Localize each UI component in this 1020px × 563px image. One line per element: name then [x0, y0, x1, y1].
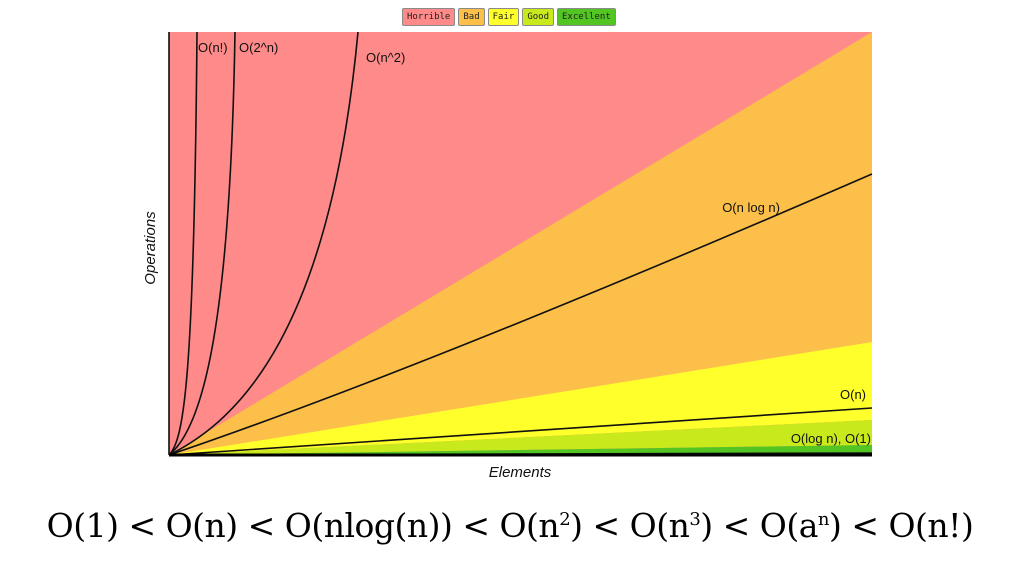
ordering-text-4: ) < O(n!): [829, 506, 974, 545]
curve-label-nlogn: O(n log n): [722, 200, 780, 215]
curve-linear: [168, 407, 873, 456]
chart-legend: Horrible Bad Fair Good Excellent: [402, 8, 616, 26]
legend-item-excellent: Excellent: [557, 8, 616, 26]
curve-quadratic: [168, 31, 359, 456]
legend-item-fair: Fair: [487, 8, 520, 26]
curve-label-flat: O(log n), O(1): [791, 431, 871, 446]
curve-exponential: [168, 31, 236, 456]
curve-label-factorial: O(n!): [198, 40, 228, 55]
x-axis-label: Elements: [489, 464, 552, 481]
legend-item-good: Good: [522, 8, 554, 26]
curve-factorial: [168, 31, 198, 456]
region-bad: [169, 32, 872, 455]
ordering-text-1: O(1) < O(n) < O(nlog(n)) < O(n: [46, 506, 560, 545]
region-good: [169, 420, 872, 455]
legend-item-bad: Bad: [458, 8, 485, 26]
region-excellent: [169, 445, 872, 455]
curve-label-linear: O(n): [840, 387, 866, 402]
ordering-sup-1: 2: [559, 509, 571, 530]
ordering-sup-2: 3: [689, 509, 701, 530]
legend-item-horrible: Horrible: [402, 8, 456, 26]
region-fair: [169, 342, 872, 455]
ordering-text-2: ) < O(n: [570, 506, 690, 545]
curve-label-quadratic: O(n^2): [366, 50, 405, 65]
curve-labels: O(n!) O(2^n) O(n^2) O(n log n) O(n) O(log n),…: [198, 40, 871, 446]
y-axis-label: Operations: [142, 211, 159, 285]
ordering-text-3: ) < O(a: [700, 506, 818, 545]
big-o-complexity-chart: O(n!) O(2^n) O(n^2) O(n log n) O(n) O(log n),…: [142, 31, 873, 481]
curve-label-exponential: O(2^n): [239, 40, 278, 55]
complexity-ordering: O(1) < O(n) < O(nlog(n)) < O(n2) < O(n3)…: [0, 506, 1020, 545]
complexity-regions: [169, 32, 872, 455]
ordering-sup-3: n: [817, 509, 830, 530]
curve-nlogn: [168, 173, 873, 456]
